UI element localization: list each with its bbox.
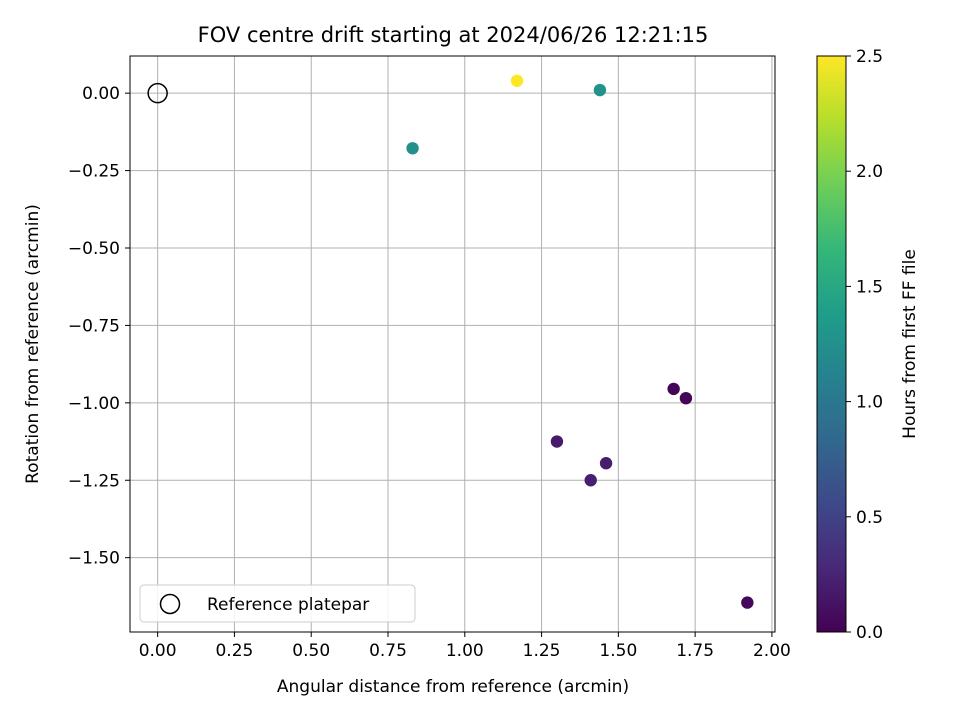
data-point (510, 74, 524, 87)
x-tick-label: 2.00 (753, 641, 791, 661)
legend-label-reference: Reference platepar (207, 595, 369, 615)
data-point (667, 382, 680, 396)
data-point (679, 391, 693, 405)
y-tick-label: −1.50 (68, 549, 120, 569)
x-axis-label: Angular distance from reference (arcmin) (277, 677, 629, 697)
y-tick-label: −0.50 (68, 239, 120, 259)
y-axis-ticks: 0.00 −0.25 −0.50 −0.75 −1.00 −1.25 −1.50 (68, 84, 130, 569)
x-axis-ticks: 0.00 0.25 0.50 0.75 1.00 1.25 1.50 1.75 2.00 (139, 632, 791, 661)
data-point (406, 142, 419, 155)
colorbar-tick-label: 2.5 (856, 47, 883, 67)
data-point (593, 83, 607, 97)
colorbar-label: Hours from first FF file (900, 249, 920, 439)
colorbar-tick-label: 0.5 (856, 508, 883, 528)
legend: Reference platepar (139, 584, 416, 623)
y-tick-label: −0.75 (68, 316, 120, 336)
y-tick-label: −0.25 (68, 162, 120, 182)
data-point (599, 457, 613, 470)
x-tick-label: 0.00 (139, 641, 177, 661)
reference-point (147, 82, 168, 104)
colorbar-tick-label: 2.0 (856, 162, 883, 182)
x-tick-label: 1.50 (599, 641, 637, 661)
chart-title: FOV centre drift starting at 2024/06/26 … (198, 23, 709, 47)
colorbar-gradient (816, 55, 847, 633)
plot-frame (129, 55, 776, 633)
grid-lines (130, 56, 775, 632)
x-tick-label: 0.25 (215, 641, 253, 661)
colorbar-tick-label: 1.5 (856, 277, 883, 297)
data-point (550, 435, 564, 448)
y-tick-label: 0.00 (82, 84, 120, 104)
colorbar-tick-label: 1.0 (856, 393, 883, 413)
colorbar-ticks: 0.0 0.5 1.0 1.5 2.0 2.5 (846, 47, 883, 643)
x-tick-label: 0.75 (369, 641, 407, 661)
data-point (741, 596, 754, 609)
x-tick-label: 0.50 (292, 641, 330, 661)
colorbar-tick-label: 0.0 (856, 623, 883, 643)
x-tick-label: 1.75 (676, 641, 714, 661)
data-points (147, 74, 754, 609)
colorbar: 0.0 0.5 1.0 1.5 2.0 2.5 Hours from first FF f… (816, 47, 920, 643)
y-tick-label: −1.25 (68, 471, 120, 491)
y-axis-label: Rotation from reference (arcmin) (23, 204, 43, 484)
x-tick-label: 1.25 (523, 641, 561, 661)
data-point (584, 474, 597, 487)
legend-box (139, 584, 416, 623)
x-tick-label: 1.00 (446, 641, 484, 661)
y-tick-label: −1.00 (68, 394, 120, 414)
legend-marker-reference (159, 593, 181, 615)
